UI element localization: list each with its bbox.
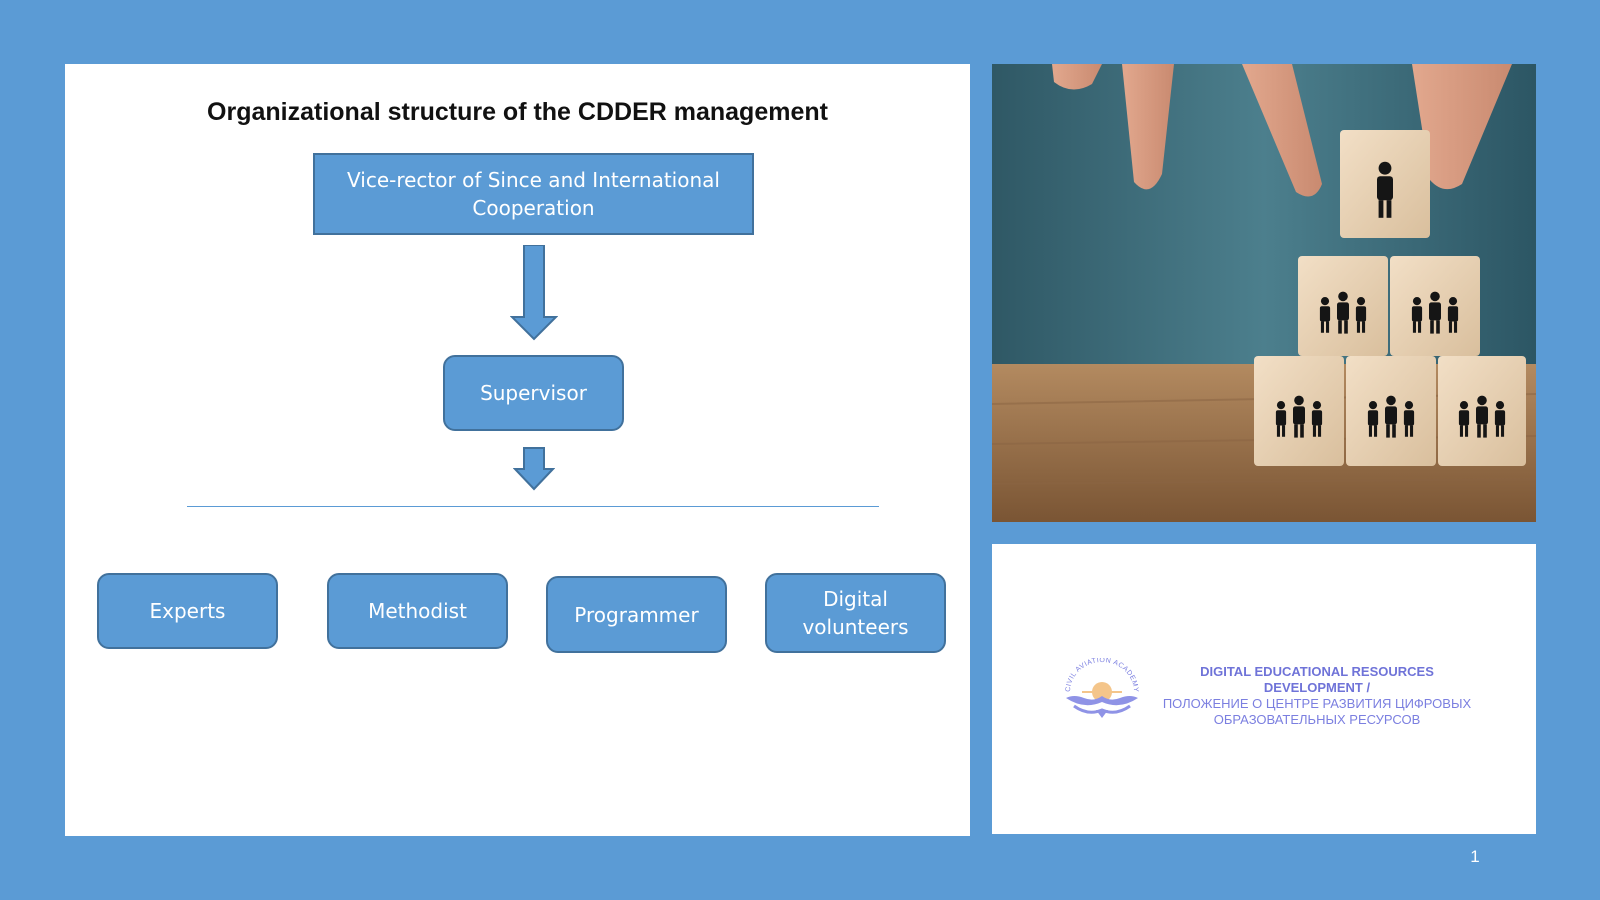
down-arrow-icon [510,245,558,341]
page-number: 1 [1470,847,1480,866]
org-chart-panel: Organizational structure of the CDDER ma… [65,64,970,836]
academy-logo-panel: CIVIL AVIATION ACADEMY DIGITAL EDUCATION… [992,544,1536,834]
slide-title: Organizational structure of the CDDER ma… [207,98,828,126]
methodist-box: Methodist [327,573,508,649]
digital-volunteers-box: Digital volunteers [765,573,946,653]
academy-logo-text: DIGITAL EDUCATIONAL RESOURCES DEVELOPMEN… [1152,664,1482,728]
supervisor-box: Supervisor [443,355,624,431]
experts-box: Experts [97,573,278,649]
down-arrow-icon [513,447,555,491]
divider-line [187,506,879,507]
logo-title-line: DIGITAL EDUCATIONAL RESOURCES DEVELOPMEN… [1200,664,1434,695]
team-blocks-image [992,64,1536,522]
team-blocks-photo [992,64,1536,522]
logo-subtitle-line: ПОЛОЖЕНИЕ О ЦЕНТРЕ РАЗВИТИЯ ЦИФРОВЫХ ОБР… [1162,696,1472,727]
programmer-box: Programmer [546,576,727,653]
academy-emblem-icon: CIVIL AVIATION ACADEMY [1065,658,1139,718]
vice-rector-box: Vice-rector of Since and International C… [313,153,754,235]
